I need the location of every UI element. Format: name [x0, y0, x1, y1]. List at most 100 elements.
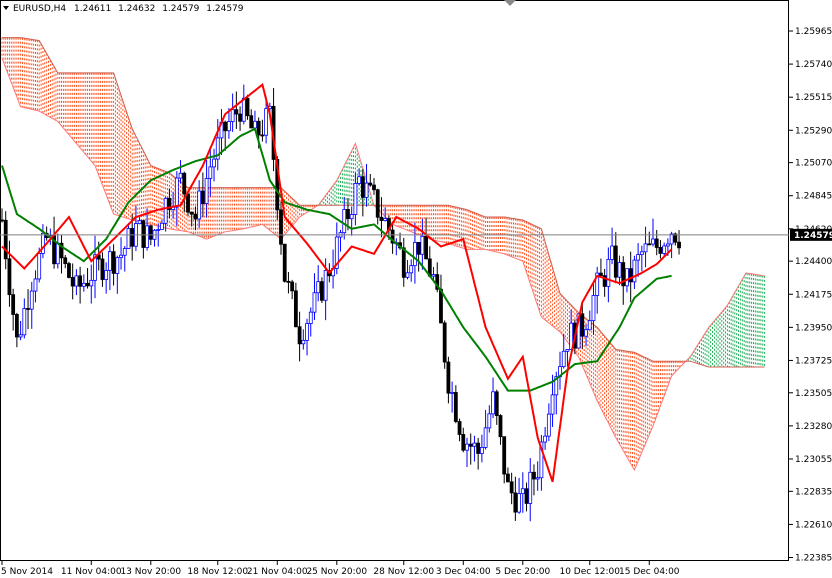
- x-tick-label: 11 Nov 04:00: [61, 567, 122, 577]
- bear-candle: [424, 235, 428, 260]
- bear-candle: [320, 281, 324, 301]
- bull-candle: [241, 97, 246, 122]
- bull-candle: [520, 488, 525, 495]
- bear-candle: [435, 274, 440, 290]
- x-tick-label: 13 Nov 20:00: [120, 567, 181, 577]
- y-tick-label: 1.24175: [795, 290, 832, 300]
- bull-candle: [606, 259, 611, 287]
- bull-candle: [156, 229, 161, 231]
- bull-candle: [357, 176, 362, 184]
- bear-candle: [256, 120, 261, 136]
- bear-candle: [360, 176, 365, 198]
- bull-candle: [539, 441, 544, 479]
- kijun-sen-line: [1, 127, 672, 392]
- bull-candle: [215, 137, 220, 160]
- bull-candle: [37, 252, 42, 280]
- bear-candle: [346, 209, 350, 220]
- y-tick-label: 1.25515: [795, 93, 832, 103]
- bull-candle: [230, 109, 235, 122]
- bear-candle: [654, 238, 659, 248]
- bull-candle: [197, 190, 202, 220]
- bear-candle: [238, 113, 242, 122]
- bear-candle: [599, 272, 603, 277]
- bull-candle: [301, 339, 306, 345]
- bear-candle: [476, 442, 481, 454]
- y-tick-label: 1.22385: [795, 554, 832, 564]
- bear-candle: [200, 190, 205, 204]
- bear-candle: [658, 247, 663, 254]
- bull-candle: [22, 308, 27, 336]
- bull-candle: [625, 268, 629, 287]
- bull-candle: [669, 233, 674, 245]
- bear-candle: [390, 229, 395, 244]
- y-tick-label: 1.23055: [795, 455, 832, 465]
- bull-candle: [122, 248, 127, 256]
- bull-candle: [413, 242, 417, 267]
- high-value: 1.24632: [118, 4, 155, 14]
- bear-candle: [673, 233, 678, 243]
- bull-candle: [81, 282, 86, 287]
- bull-candle: [662, 245, 667, 254]
- bear-candle: [502, 436, 507, 475]
- bear-candle: [245, 97, 250, 117]
- bull-candle: [472, 442, 477, 447]
- bear-candle: [186, 193, 190, 213]
- bull-candle: [465, 443, 469, 451]
- bear-candle: [506, 473, 510, 483]
- bull-candle: [126, 228, 131, 249]
- ichimoku-lines: [1, 82, 673, 483]
- bear-candle: [468, 443, 473, 447]
- bull-candle: [349, 214, 354, 220]
- bull-candle: [29, 290, 34, 310]
- bull-candle: [264, 108, 269, 136]
- bull-candle: [617, 262, 622, 278]
- bull-candle: [119, 254, 123, 258]
- bear-candle: [524, 488, 529, 504]
- bull-candle: [353, 183, 358, 215]
- x-tick-label: 5 Dec 20:00: [495, 567, 550, 577]
- bear-candle: [59, 242, 64, 259]
- bull-candle: [253, 120, 257, 129]
- bull-candle: [535, 477, 540, 480]
- bear-candle: [63, 257, 68, 264]
- scroll-marker-icon[interactable]: [504, 0, 516, 6]
- bull-candle: [543, 435, 548, 443]
- bull-candle: [450, 392, 455, 394]
- bear-candle: [85, 282, 90, 287]
- bear-candle: [130, 228, 135, 247]
- bear-candle: [111, 251, 116, 274]
- bull-candle: [55, 242, 60, 265]
- bear-candle: [14, 314, 19, 338]
- bull-candle: [587, 320, 592, 331]
- bull-candle: [323, 270, 328, 301]
- bull-candle: [41, 232, 45, 254]
- x-tick-label: 25 Nov 20:00: [306, 567, 367, 577]
- y-tick-label: 1.24845: [795, 192, 832, 202]
- bull-candle: [546, 413, 551, 437]
- bull-candle: [308, 311, 313, 324]
- bull-candle: [305, 323, 309, 341]
- collapse-arrow-icon[interactable]: [3, 6, 9, 10]
- bull-candle: [610, 245, 614, 260]
- bear-candle: [513, 492, 518, 513]
- bull-candle: [595, 272, 600, 296]
- bear-candle: [494, 391, 499, 416]
- ichimoku-cloud: [1, 37, 766, 472]
- bear-candle: [167, 197, 172, 210]
- bull-candle: [565, 349, 570, 352]
- bull-candle: [312, 292, 317, 313]
- y-axis: 1.25965 1.25740 1.25515 1.25290 1.25070 1.248…: [789, 27, 832, 564]
- bear-candle: [442, 322, 447, 363]
- bull-candle: [561, 350, 566, 368]
- bull-candle: [487, 413, 492, 429]
- bear-candle: [282, 243, 287, 282]
- bear-candle: [193, 213, 198, 220]
- bear-candle: [379, 216, 384, 221]
- bear-candle: [70, 277, 75, 287]
- bull-candle: [636, 254, 641, 261]
- bull-candle: [342, 209, 347, 234]
- bull-candle: [227, 121, 231, 132]
- y-tick-label: 1.22835: [795, 487, 832, 497]
- bear-candle: [621, 262, 626, 287]
